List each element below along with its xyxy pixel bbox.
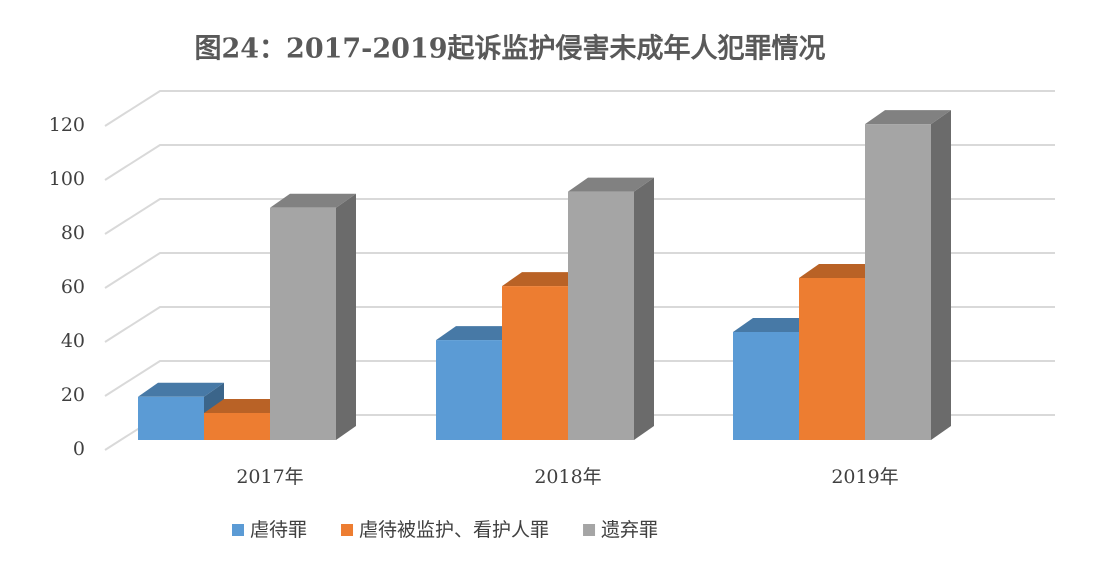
y-tick-label: 100 (49, 168, 85, 190)
bar-side (931, 110, 951, 440)
bar-top (204, 399, 290, 413)
bar (568, 191, 634, 440)
grid-line (104, 198, 1055, 235)
bar (204, 413, 270, 440)
grid-line (104, 90, 1055, 127)
x-tick-label: 2018年 (534, 466, 601, 488)
bar (138, 396, 204, 440)
x-tick-label: 2019年 (831, 466, 898, 488)
y-tick-label: 80 (61, 222, 85, 244)
bar-top (270, 193, 356, 208)
legend-label: 遗弃罪 (601, 519, 658, 541)
bar (799, 278, 865, 440)
legend-label: 虐待被监护、看护人罪 (359, 519, 549, 541)
grid-line (104, 306, 1055, 343)
bar-top (138, 382, 224, 397)
legend-swatch (232, 524, 244, 536)
bar (270, 207, 336, 440)
bar (436, 340, 502, 440)
y-tick-label: 60 (61, 276, 85, 298)
bar-top (436, 326, 522, 341)
chart-title: 图24：2017-2019起诉监护侵害未成年人犯罪情况 (194, 33, 825, 65)
y-tick-label: 0 (73, 438, 85, 460)
bar (502, 286, 568, 440)
y-tick-label: 40 (61, 330, 85, 352)
bar-top (568, 177, 654, 192)
grid-line (104, 144, 1055, 181)
x-tick-label: 2017年 (236, 466, 303, 488)
bar-top (865, 110, 951, 125)
y-tick-label: 20 (61, 384, 85, 406)
y-tick-label: 120 (49, 114, 85, 136)
bar-top (799, 264, 885, 278)
grid-line (104, 252, 1055, 289)
bar (865, 124, 931, 440)
bar (733, 332, 799, 440)
bar-top (733, 318, 819, 332)
legend-swatch (583, 524, 596, 536)
legend-swatch (341, 524, 354, 536)
bar-top (502, 272, 588, 287)
bar-side (634, 177, 654, 440)
bar-side (336, 193, 356, 440)
legend-label: 虐待罪 (250, 519, 307, 541)
